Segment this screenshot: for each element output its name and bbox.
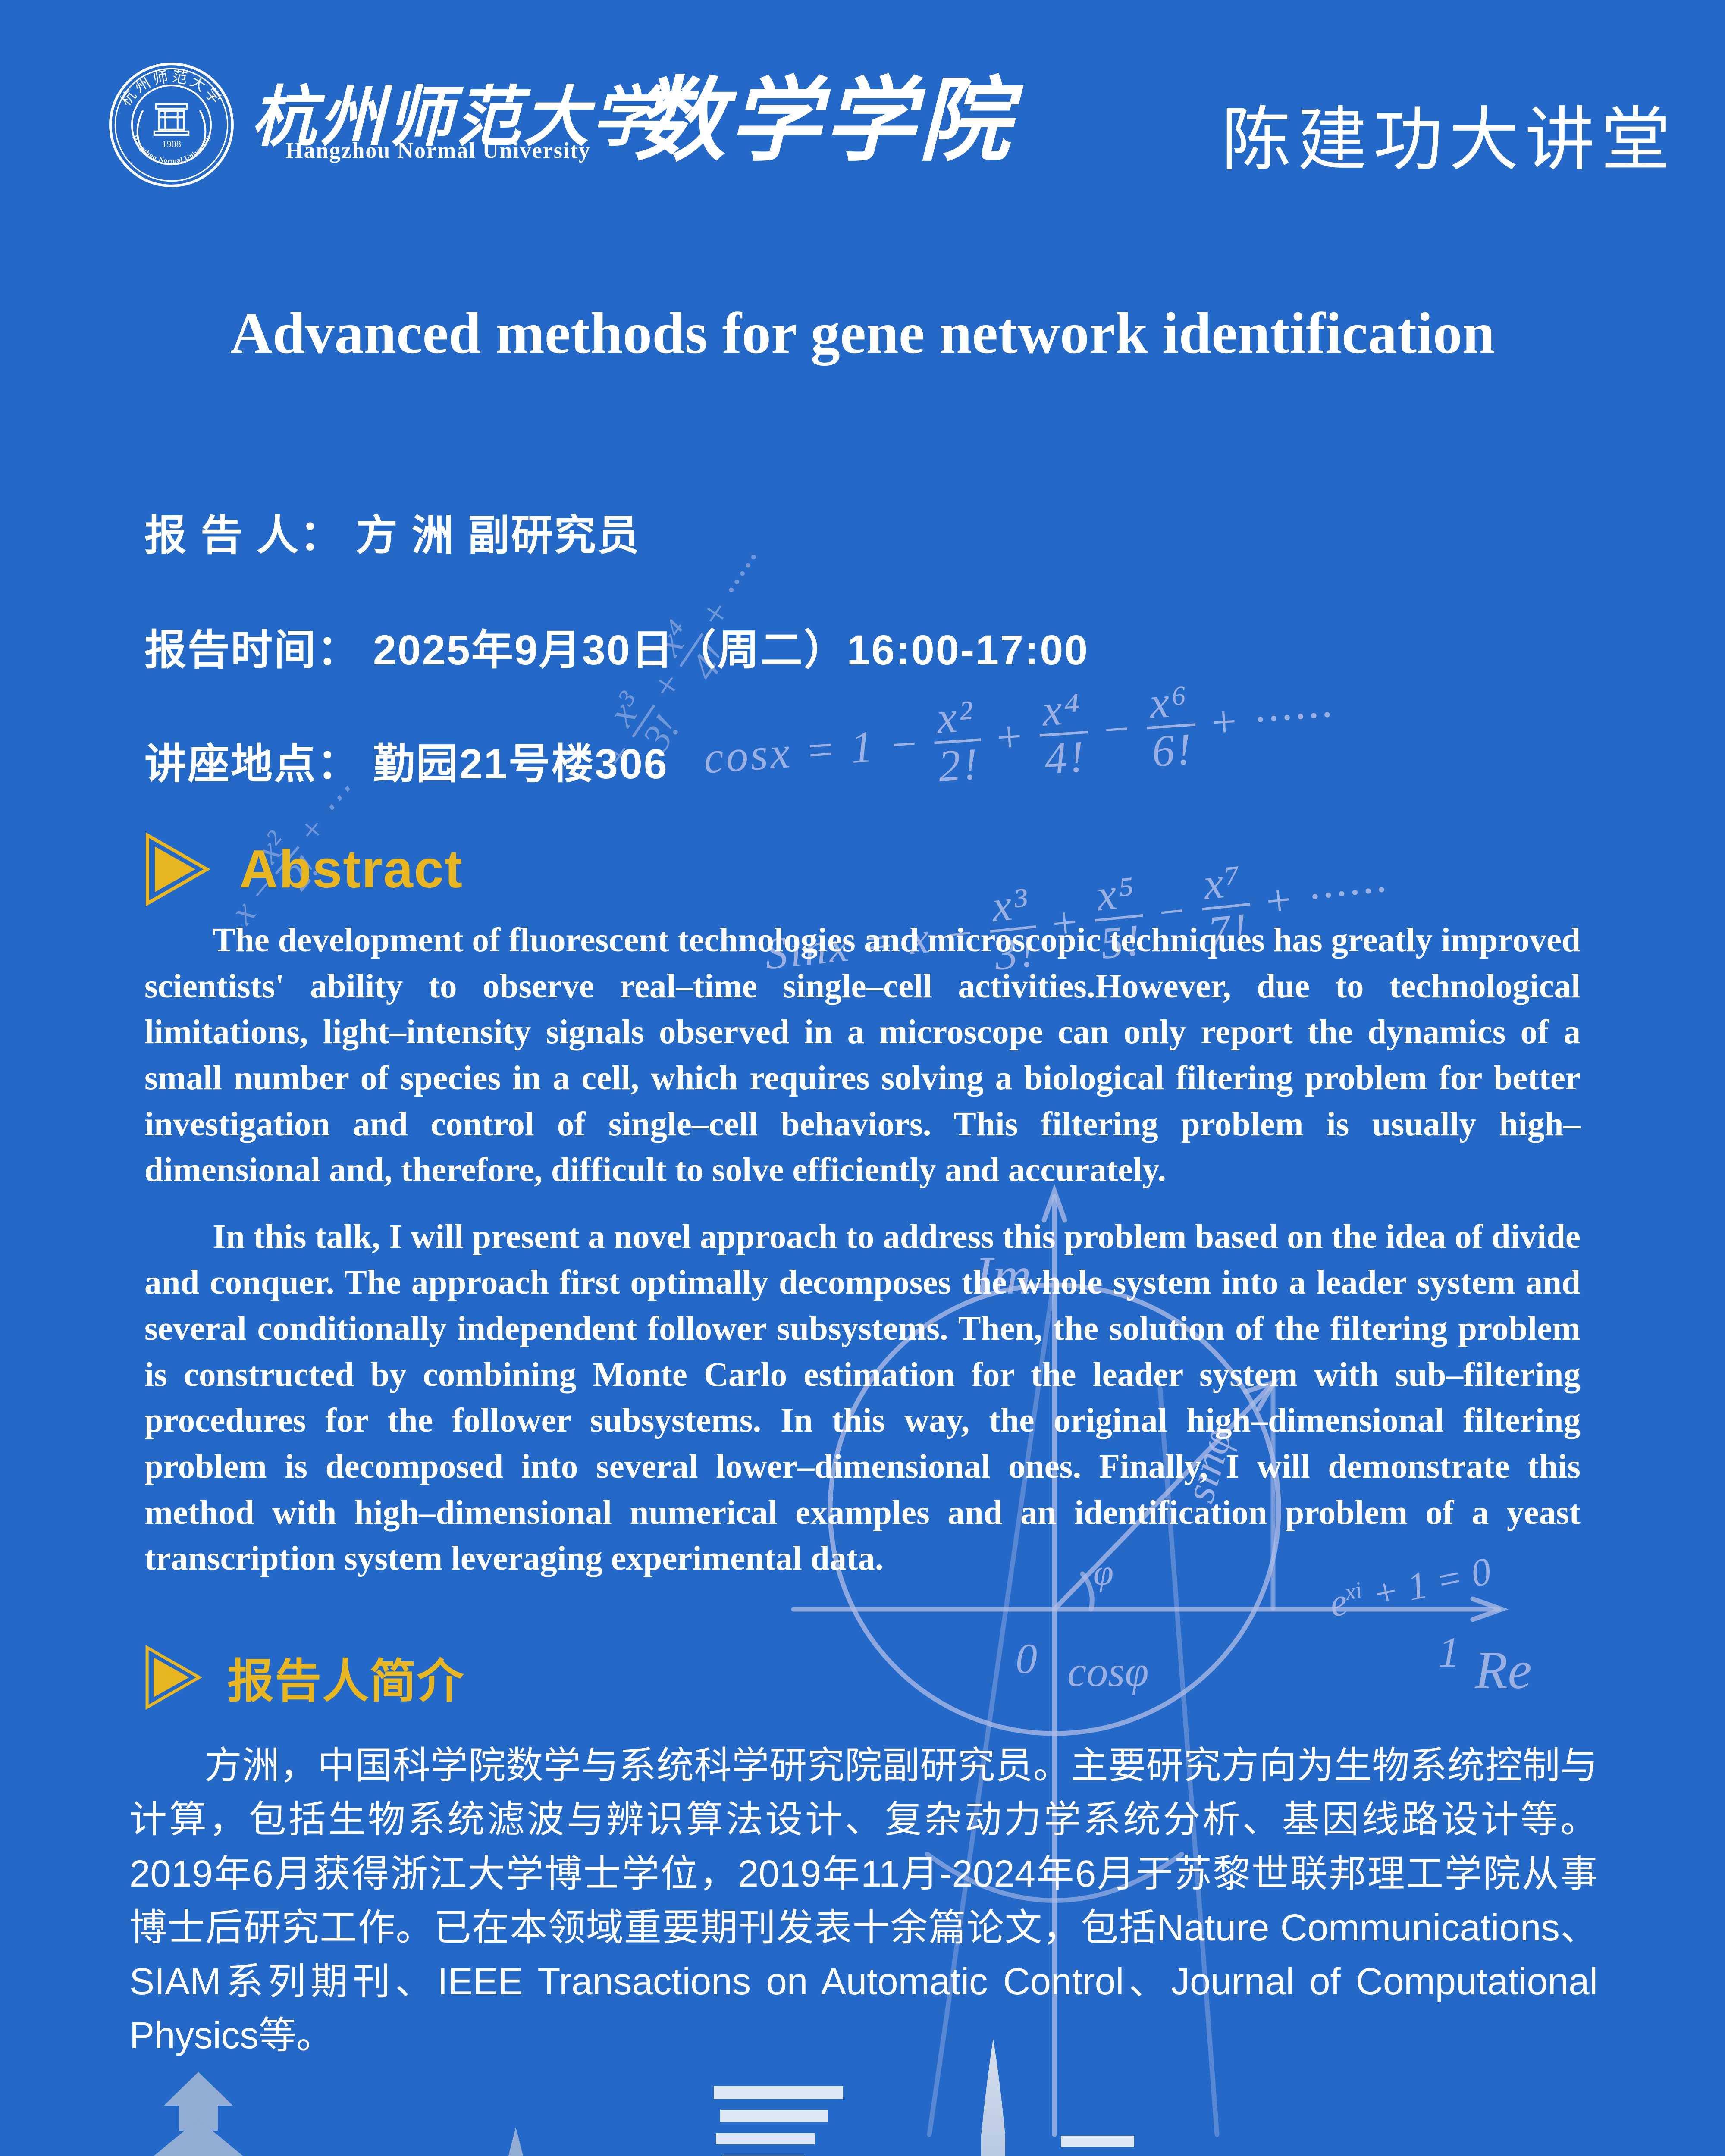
university-name-en: Hangzhou Normal University <box>285 138 591 163</box>
bio-section-header: 报告人简介 <box>144 1644 464 1711</box>
speaker-line: 报 告 人： 方 洲 副研究员 <box>144 501 640 562</box>
abstract-paragraph-1: The development of fluorescent technolog… <box>144 921 1581 1189</box>
abstract-text: The development of fluorescent technolog… <box>144 918 1581 1582</box>
time-value: 2025年9月30日（周二）16:00-17:00 <box>373 627 1089 674</box>
cos-phi-label: cosφ <box>1067 1648 1149 1695</box>
phi-label: φ <box>1093 1552 1113 1593</box>
abstract-heading: Abstract <box>239 840 464 899</box>
college-name: 数学学院 <box>634 71 1013 172</box>
svg-text:杭州师范大学: 杭州师范大学 <box>117 69 225 109</box>
re-axis-label: Re <box>1474 1641 1532 1700</box>
origin-label: 0 <box>1016 1635 1037 1683</box>
speaker-name: 方 洲 副研究员 <box>355 512 640 559</box>
seal-top-text: 杭州师范大学 <box>117 69 223 109</box>
speaker-bio-text: 方洲，中国科学院数学与系统科学研究院副研究员。主要研究方向为生物系统控制与计算，… <box>129 1745 1598 2057</box>
venue-line: 讲座地点： 勤园21号楼306 <box>144 730 668 790</box>
time-line: 报告时间： 2025年9月30日（周二）16:00-17:00 <box>144 616 1089 677</box>
time-label: 报告时间： <box>144 627 360 674</box>
bio-heading: 报告人简介 <box>227 1655 465 1707</box>
venue-value: 勤园21号楼306 <box>373 740 668 787</box>
math-doodle-cos-series: cosx = 1 − x² 2! + x⁴ 4! − x⁶ 6! + ······ <box>702 676 1336 792</box>
building-slat-accents <box>714 2086 1134 2156</box>
skyline-light-shapes <box>154 2039 1005 2156</box>
complex-plane-doodle: Im Re 0 1 cosφ sinφ φ <box>791 1184 1532 2137</box>
triangle-bullet-icon <box>145 1645 202 1710</box>
im-axis-label: Im <box>974 1246 1032 1306</box>
seal-gate-icon <box>136 103 207 156</box>
lecture-series-name: 陈建功大讲堂 <box>1221 102 1677 179</box>
one-label: 1 <box>1438 1628 1460 1676</box>
venue-label: 讲座地点： <box>144 740 360 787</box>
talk-title: Advanced methods for gene network identi… <box>230 301 1495 366</box>
university-seal-logo: 杭州师范大学 Hangzhou Normal University 1908 <box>109 63 234 187</box>
seal-year: 1908 <box>162 138 181 149</box>
university-name-cn: 杭州师范大学 <box>251 81 660 154</box>
triangle-bullet-icon <box>146 832 211 906</box>
campus-skyline-art: 数学学院 <box>154 2039 1134 2156</box>
abstract-section-header: Abstract <box>144 832 463 906</box>
abstract-paragraph-2: In this talk, I will present a novel app… <box>144 1218 1581 1578</box>
speaker-label: 报 告 人： <box>144 512 343 559</box>
